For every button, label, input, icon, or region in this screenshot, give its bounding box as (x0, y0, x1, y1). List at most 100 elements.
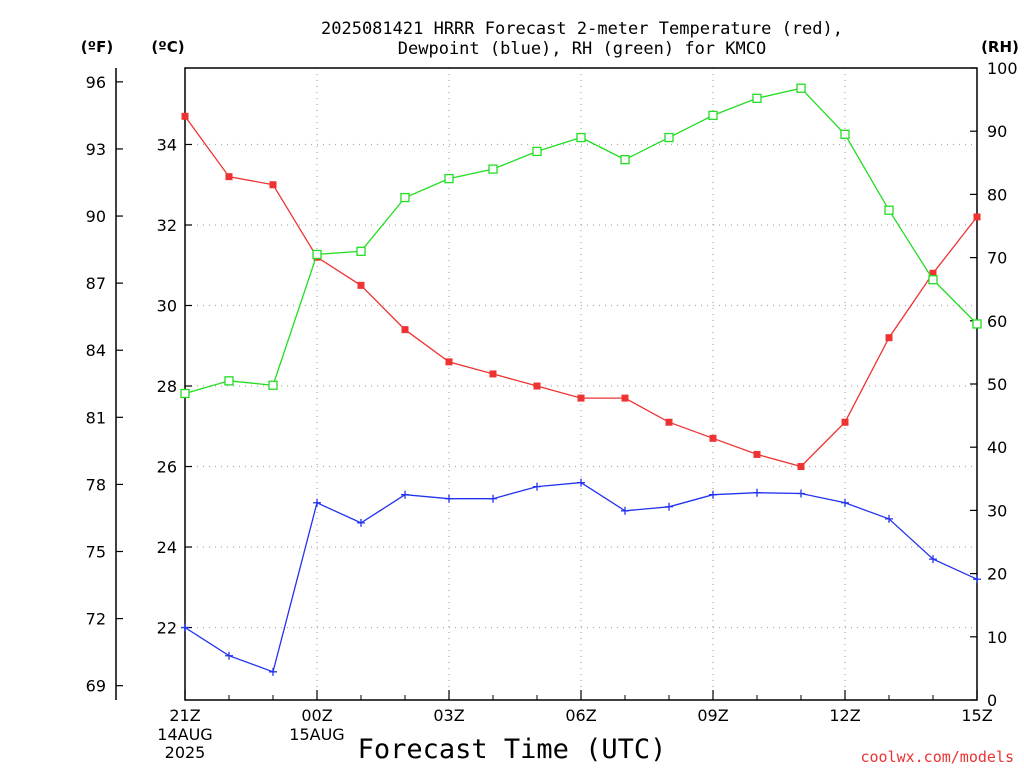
data-point-1 (797, 489, 805, 498)
data-point-0 (225, 173, 233, 181)
data-point-2 (180, 388, 190, 399)
time-tick-label: 00Z (301, 706, 332, 725)
time-tick-label: 09Z (697, 706, 728, 725)
data-point-2 (444, 173, 454, 184)
data-point-1 (269, 667, 277, 676)
chart-title-line2: Dewpoint (blue), RH (green) for KMCO (398, 39, 766, 59)
data-point-2 (928, 275, 938, 285)
data-point-2 (620, 154, 630, 165)
data-point-0 (577, 394, 585, 402)
data-point-1 (973, 575, 981, 584)
fahrenheit-tick-label: 75 (86, 543, 106, 562)
celsius-axis: 34 32 30 28 26 24 22 (157, 135, 192, 638)
data-point-0 (929, 269, 937, 277)
data-point-1 (401, 490, 409, 499)
rh-tick-label: 80 (987, 185, 1007, 204)
rh-tick-label: 90 (987, 122, 1007, 141)
time-tick-label: 12Z (829, 706, 860, 725)
data-point-0 (621, 394, 629, 402)
rh-unit-label: (RH) (981, 38, 1019, 56)
data-point-0 (533, 382, 541, 390)
data-point-1 (313, 498, 321, 507)
data-point-2 (840, 129, 850, 140)
data-point-2 (972, 319, 982, 329)
rh-tick-label: 50 (987, 375, 1007, 394)
data-point-1 (225, 651, 233, 660)
data-point-1 (753, 488, 761, 497)
time-tick-label: 15Z (961, 706, 992, 725)
data-point-2 (224, 376, 234, 386)
fahrenheit-tick-label: 96 (86, 73, 106, 92)
year-tick-label: 2025 (165, 743, 206, 762)
data-point-2 (312, 249, 322, 260)
celsius-tick-label: 22 (157, 619, 177, 638)
data-point-0 (885, 334, 893, 342)
celsius-tick-label: 30 (157, 297, 177, 316)
data-point-1 (665, 502, 673, 511)
data-point-2 (400, 192, 410, 203)
data-point-1 (709, 490, 717, 499)
fahrenheit-tick-label: 93 (86, 140, 106, 159)
data-point-2 (488, 164, 498, 174)
series (180, 83, 982, 676)
data-point-2 (796, 83, 806, 93)
data-point-1 (929, 555, 937, 564)
data-point-2 (356, 246, 366, 256)
series-line-1 (184, 481, 978, 673)
data-point-1 (621, 506, 629, 515)
series-line-0 (184, 115, 978, 468)
fahrenheit-tick-label: 87 (86, 274, 106, 293)
data-point-1 (357, 518, 365, 527)
time-tick-label: 06Z (565, 706, 596, 725)
rh-tick-label: 10 (987, 628, 1007, 647)
axes (115, 67, 978, 701)
fahrenheit-tick-label: 69 (86, 677, 106, 696)
data-point-1 (533, 482, 541, 491)
celsius-tick-label: 24 (157, 538, 177, 557)
data-point-1 (885, 514, 893, 523)
celsius-tick-label: 28 (157, 377, 177, 396)
rh-tick-label: 30 (987, 501, 1007, 520)
date-tick-label: 15AUG (289, 725, 344, 744)
celsius-tick-label: 26 (157, 458, 177, 477)
plot-frame (184, 67, 978, 701)
data-point-1 (445, 494, 453, 503)
data-point-1 (489, 494, 497, 503)
celsius-unit-label: (ºC) (151, 38, 184, 56)
data-point-2 (752, 93, 762, 103)
data-point-1 (577, 478, 585, 487)
celsius-tick-label: 32 (157, 216, 177, 235)
data-point-0 (841, 418, 849, 426)
data-point-2 (268, 380, 278, 390)
credit-link[interactable]: coolwx.com/models (860, 748, 1014, 766)
fahrenheit-tick-label: 81 (86, 408, 106, 427)
fahrenheit-tick-label: 78 (86, 475, 106, 494)
data-point-0 (797, 463, 805, 471)
data-point-2 (664, 132, 674, 143)
fahrenheit-axis: 96 93 90 87 84 81 78 75 72 69 (86, 73, 123, 696)
rh-tick-label: 70 (987, 249, 1007, 268)
data-point-0 (665, 418, 673, 426)
data-point-0 (401, 326, 409, 334)
data-point-0 (445, 358, 453, 366)
grid (185, 68, 977, 700)
data-point-2 (884, 205, 894, 215)
time-tick-label: 03Z (433, 706, 464, 725)
data-point-2 (576, 132, 586, 143)
fahrenheit-unit-label: (ºF) (81, 38, 113, 56)
fahrenheit-tick-label: 84 (86, 341, 106, 360)
data-point-2 (708, 110, 718, 121)
data-point-0 (489, 370, 497, 378)
data-point-0 (357, 281, 365, 289)
date-tick-label: 14AUG (157, 725, 212, 744)
data-point-0 (181, 112, 189, 120)
data-point-0 (973, 213, 981, 221)
fahrenheit-tick-label: 72 (86, 610, 106, 629)
rh-tick-label: 40 (987, 438, 1007, 457)
rh-tick-label: 100 (987, 59, 1018, 78)
rh-tick-label: 20 (987, 565, 1007, 584)
data-point-0 (753, 450, 761, 458)
